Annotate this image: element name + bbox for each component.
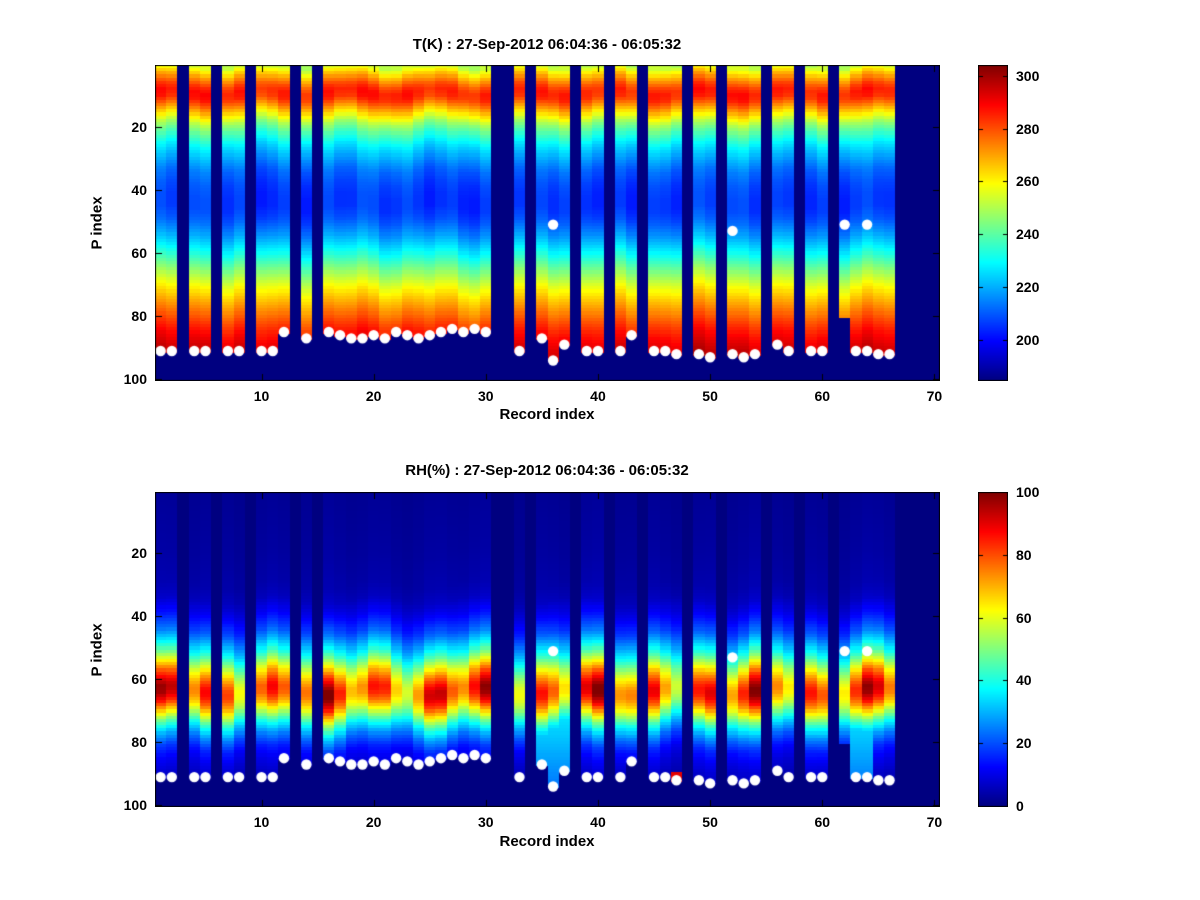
tick-label: 20 — [131, 118, 147, 135]
tick-label: 10 — [253, 388, 270, 404]
temperature-plot-title: T(K) : 27-Sep-2012 06:04:36 - 06:05:32 — [412, 36, 682, 53]
humidity-x-axis-label: Record index — [499, 833, 595, 850]
tick-label: 40 — [131, 181, 147, 198]
tick-label: 20 — [1016, 735, 1032, 752]
tick-label: 60 — [814, 388, 831, 404]
tick-label: 80 — [1016, 546, 1032, 563]
tick-label: 100 — [123, 371, 147, 388]
tick-label: 100 — [123, 797, 147, 814]
tick-label: 30 — [478, 814, 494, 830]
tick-label: 70 — [926, 814, 943, 830]
tick-label: 40 — [590, 814, 606, 830]
humidity-colorbar — [978, 492, 1008, 807]
tick-label: 60 — [1016, 609, 1032, 626]
temperature-y-axis-label: P index — [88, 196, 106, 250]
tick-label: 260 — [1016, 173, 1040, 190]
tick-label: 60 — [131, 671, 147, 688]
tick-label: 40 — [1016, 672, 1032, 689]
temperature-colorbar — [978, 65, 1008, 381]
tick-label: 50 — [702, 388, 718, 404]
tick-label: 40 — [131, 608, 147, 625]
tick-label: 100 — [1016, 484, 1040, 500]
tick-label: 40 — [590, 388, 606, 404]
tick-label: 200 — [1016, 332, 1040, 349]
temperature-heatmap — [155, 65, 940, 381]
tick-label: 300 — [1016, 67, 1040, 84]
humidity-heatmap — [155, 492, 940, 807]
tick-label: 20 — [131, 545, 147, 562]
tick-label: 80 — [131, 308, 147, 325]
tick-label: 50 — [702, 814, 718, 830]
humidity-plot-title: RH(%) : 27-Sep-2012 06:04:36 - 06:05:32 — [405, 462, 689, 479]
tick-label: 80 — [131, 734, 147, 751]
tick-label: 240 — [1016, 226, 1040, 243]
tick-label: 280 — [1016, 120, 1040, 137]
tick-label: 20 — [365, 388, 382, 404]
tick-label: 220 — [1016, 279, 1040, 296]
temperature-x-axis-label: Record index — [499, 406, 595, 423]
tick-label: 60 — [131, 245, 147, 262]
tick-label: 20 — [365, 814, 382, 830]
tick-label: 60 — [814, 814, 831, 830]
tick-label: 70 — [926, 388, 943, 404]
humidity-y-axis-label: P index — [88, 623, 106, 677]
tick-label: 0 — [1016, 798, 1024, 814]
tick-label: 30 — [478, 388, 494, 404]
tick-label: 10 — [253, 814, 270, 830]
